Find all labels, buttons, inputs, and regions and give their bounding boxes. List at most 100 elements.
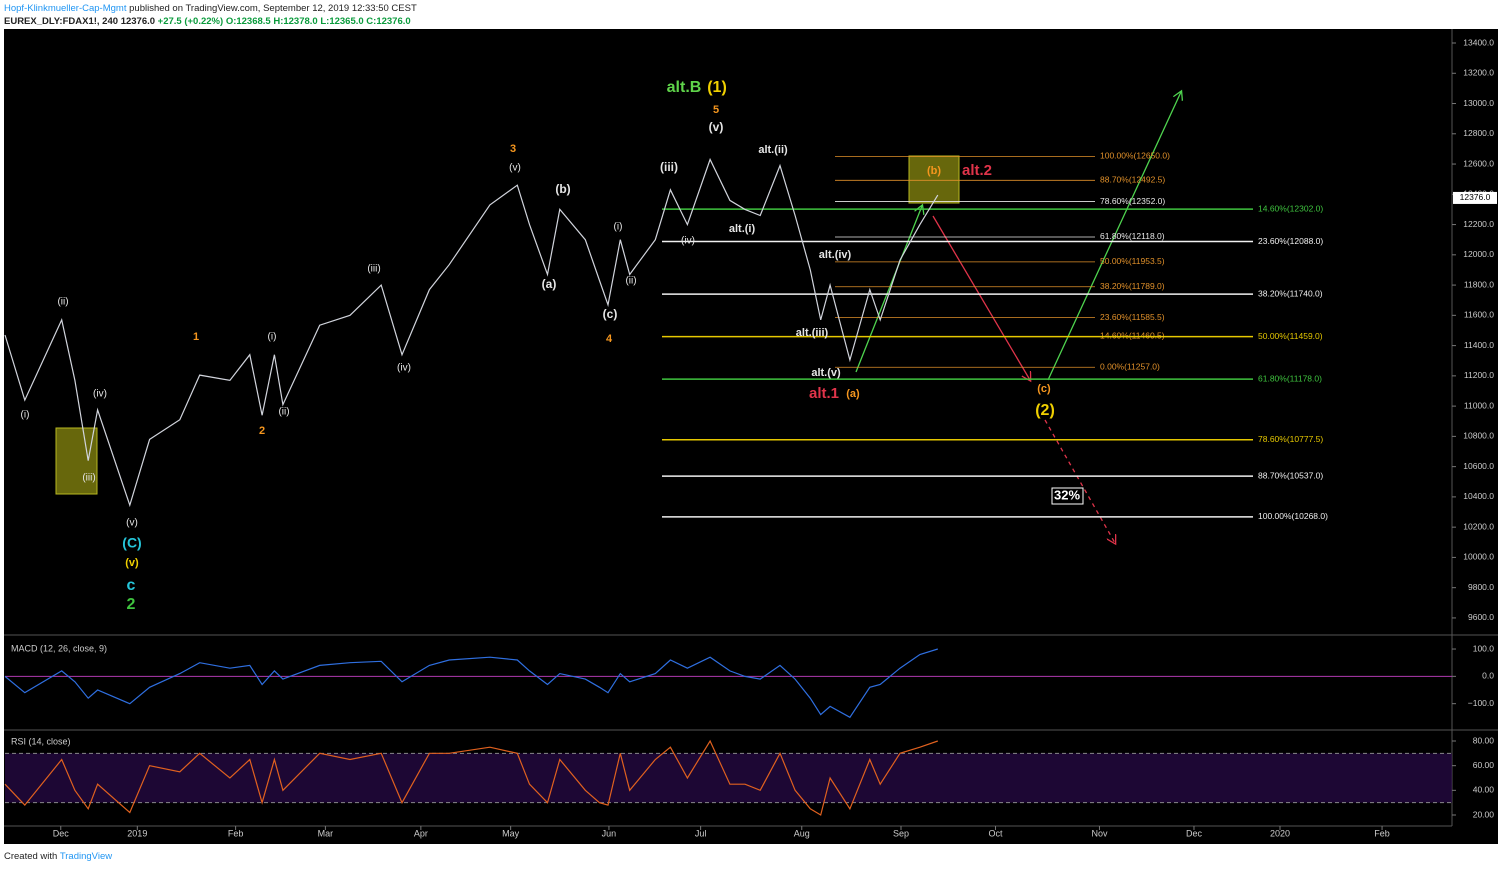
x-tick-label: Aug xyxy=(794,828,810,838)
arrow xyxy=(1047,92,1181,381)
pane-title: RSI (14, close) xyxy=(11,736,71,746)
wave-label: 2 xyxy=(259,425,265,437)
y-tick-label: 13400.0 xyxy=(1463,37,1494,47)
wave-label: 1 xyxy=(193,331,199,343)
wave-label: alt.(v) xyxy=(811,367,841,379)
fib-label: 38.20%(11789.0) xyxy=(1100,281,1165,291)
percent-box xyxy=(1051,487,1084,505)
ohlc: O:12368.5 H:12378.0 L:12365.0 C:12376.0 xyxy=(225,16,411,27)
fib-label: 78.60%(12352.0) xyxy=(1100,196,1165,206)
x-tick-label: Nov xyxy=(1091,828,1108,838)
wave-label: (iii) xyxy=(82,473,95,484)
wave-label: 2 xyxy=(127,596,136,613)
fib-label: 23.60%(12088.0) xyxy=(1258,236,1323,246)
x-tick-label: Sep xyxy=(893,828,909,838)
wave-label: alt.B xyxy=(667,79,702,96)
y-tick-label: 9800.0 xyxy=(1468,582,1494,592)
wave-label: (a) xyxy=(542,277,557,291)
wave-label: 5 xyxy=(713,104,719,116)
y-tick-label: 12800.0 xyxy=(1463,128,1494,138)
x-tick-label: 2019 xyxy=(127,828,147,838)
y-tick-label: 10400.0 xyxy=(1463,491,1494,501)
y-tick-label: 11400.0 xyxy=(1464,340,1494,350)
wave-label: c xyxy=(127,577,136,594)
fib-label: 23.60%(11585.5) xyxy=(1100,312,1165,322)
y-tick-label: 12600.0 xyxy=(1463,158,1494,168)
series-line xyxy=(4,648,938,719)
y-tick-label: 10200.0 xyxy=(1463,521,1494,531)
fib-label: 14.60%(12302.0) xyxy=(1258,203,1323,213)
symbol-line: EUREX_DLY:FDAX1!, 240 12376.0 +27.5 (+0.… xyxy=(4,16,411,27)
wave-label: (iii) xyxy=(660,160,678,174)
fib-label: 14.60%(11460.5) xyxy=(1100,331,1165,341)
footer-text: Created with xyxy=(4,851,58,862)
wave-label: (v) xyxy=(509,163,521,174)
y-tick-label: 13000.0 xyxy=(1463,98,1494,108)
wave-label: alt.(iii) xyxy=(796,327,829,339)
y-tick-label: 9600.0 xyxy=(1468,612,1494,622)
fib-label: 100.00%(10268.0) xyxy=(1258,511,1328,521)
wave-label: (iv) xyxy=(681,236,695,247)
y-tick-label: 10800.0 xyxy=(1463,431,1494,441)
fib-label: 50.00%(11953.5) xyxy=(1100,256,1165,266)
wave-label: alt.(i) xyxy=(729,223,756,235)
y-tick-label: 60.00 xyxy=(1473,760,1495,770)
wave-label: (ii) xyxy=(278,407,289,418)
x-tick-label: May xyxy=(502,828,520,838)
y-tick-label: −100.0 xyxy=(1468,698,1495,708)
x-tick-label: Feb xyxy=(228,828,244,838)
change: +27.5 (+0.22%) xyxy=(157,16,224,27)
wave-label: (i) xyxy=(614,222,623,233)
series-line xyxy=(4,739,938,816)
x-tick-label: Apr xyxy=(414,828,428,838)
wave-label: (c) xyxy=(1037,383,1051,395)
y-tick-label: 11600.0 xyxy=(1464,310,1494,320)
wave-label: (iv) xyxy=(397,363,411,374)
price-tag xyxy=(1453,191,1497,204)
y-tick-label: 100.0 xyxy=(1473,643,1495,653)
wave-label: (i) xyxy=(21,410,30,421)
symbol: EUREX_DLY:FDAX1!, 240 xyxy=(4,16,119,27)
header-line: Hopf-Klinkmueller-Cap-Mgmt published on … xyxy=(4,3,417,14)
x-tick-label: Dec xyxy=(1186,828,1203,838)
y-tick-label: 12000.0 xyxy=(1463,249,1494,259)
brand[interactable]: TradingView xyxy=(59,851,113,862)
y-tick-label: 11800.0 xyxy=(1464,279,1494,289)
arrow xyxy=(855,206,922,373)
wave-label: (2) xyxy=(1035,402,1055,419)
wave-label: (C) xyxy=(122,535,141,551)
wave-label: (c) xyxy=(603,307,618,321)
fib-label: 88.70%(12492.5) xyxy=(1100,175,1165,185)
x-tick-label: Jul xyxy=(695,828,707,838)
last: 12376.0 xyxy=(120,16,156,27)
x-tick-label: Feb xyxy=(1374,828,1390,838)
fib-label: 88.70%(10537.0) xyxy=(1258,470,1323,480)
x-tick-label: Oct xyxy=(988,828,1003,838)
y-tick-label: 80.00 xyxy=(1473,735,1495,745)
wave-label: (b) xyxy=(555,182,570,196)
y-tick-label: 10600.0 xyxy=(1463,461,1494,471)
wave-label: 3 xyxy=(510,143,516,155)
y-tick-label: 40.00 xyxy=(1473,785,1495,795)
fib-label: 61.80%(12118.0) xyxy=(1100,231,1165,241)
wave-label: alt.(ii) xyxy=(758,144,788,156)
published: published on TradingView.com, September … xyxy=(129,3,417,14)
wave-label: (v) xyxy=(125,557,139,569)
x-tick-label: Mar xyxy=(318,828,334,838)
y-tick-label: 10000.0 xyxy=(1463,552,1494,562)
highlight-box xyxy=(908,155,960,204)
x-tick-label: 2020 xyxy=(1270,828,1290,838)
y-tick-label: 12200.0 xyxy=(1463,219,1494,229)
fib-label: 100.00%(12650.0) xyxy=(1100,151,1170,161)
y-tick-label: 13200.0 xyxy=(1463,68,1494,78)
y-tick-label: 0.0 xyxy=(1482,671,1494,681)
chart-bg xyxy=(4,29,1498,844)
y-tick-label: 11000.0 xyxy=(1464,400,1494,410)
wave-label: (ii) xyxy=(57,297,68,308)
series-line xyxy=(4,157,939,508)
wave-label: (ii) xyxy=(625,276,636,287)
wave-label: (b) xyxy=(927,165,941,177)
rsi-band xyxy=(5,753,1452,803)
author[interactable]: Hopf-Klinkmueller-Cap-Mgmt xyxy=(4,3,127,14)
